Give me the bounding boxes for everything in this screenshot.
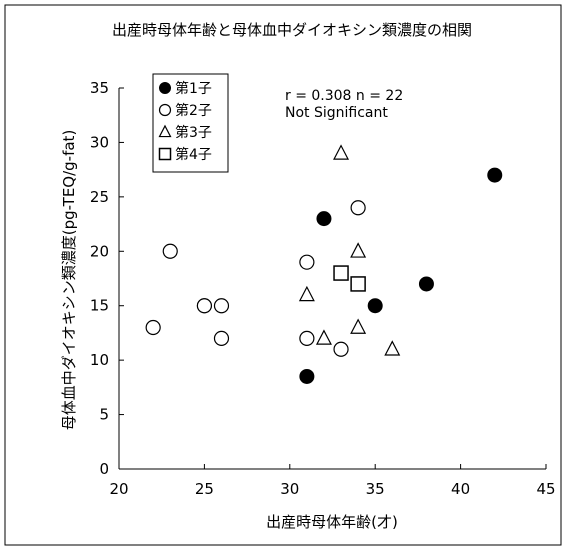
data-point: [299, 254, 315, 270]
x-tick-label: 30: [280, 480, 299, 498]
legend-item: 第3子: [158, 124, 212, 141]
y-tick-label: 35: [90, 79, 109, 97]
data-point: [299, 368, 315, 384]
data-point: [299, 330, 315, 346]
chart-border: [4, 4, 562, 546]
data-point: [298, 285, 315, 302]
y-axis-label: 母体血中ダイオキシン類濃度(pg-TEQ/g-fat): [60, 130, 78, 431]
data-point: [350, 276, 366, 292]
x-tick-label: 35: [366, 480, 385, 498]
y-tick-label: 0: [99, 460, 109, 478]
data-points: [145, 144, 503, 384]
legend-marker: [158, 147, 172, 161]
x-tick-label: 20: [109, 480, 128, 498]
y-tick-label: 5: [99, 406, 109, 424]
data-point: [350, 318, 367, 334]
data-point: [196, 298, 212, 314]
legend-item: 第4子: [158, 146, 212, 163]
data-point: [350, 242, 367, 258]
data-point: [487, 167, 503, 183]
annotation-stats: r = 0.308 n = 22: [285, 88, 403, 104]
legend-item: 第2子: [158, 102, 212, 119]
data-point: [418, 276, 434, 292]
data-point: [384, 340, 401, 356]
x-tick-label: 45: [536, 480, 555, 498]
x-tick-label: 25: [195, 480, 214, 498]
data-point: [213, 330, 230, 346]
y-tick-label: 25: [90, 188, 109, 206]
legend-item: 第1子: [159, 80, 212, 97]
annotation-significance: Not Significant: [285, 105, 388, 121]
data-point: [316, 211, 332, 227]
x-tick-label: 40: [451, 480, 470, 498]
x-axis-label: 出産時母体年齢(才): [266, 513, 398, 531]
axes: [118, 88, 546, 470]
data-point: [333, 144, 350, 160]
data-point: [333, 265, 349, 281]
legend-label: 第4子: [175, 146, 212, 163]
chart-title: 出産時母体年齢と母体血中ダイオキシン類濃度の相関: [112, 21, 472, 39]
data-point: [367, 298, 383, 314]
y-tick-label: 30: [90, 133, 109, 151]
data-point: [315, 329, 332, 345]
legend-label: 第2子: [175, 102, 212, 119]
legend-marker: [158, 124, 172, 138]
data-point: [333, 341, 349, 357]
legend-marker: [158, 103, 172, 117]
legend-marker: [159, 82, 171, 94]
data-point: [162, 243, 178, 259]
y-tick-label: 10: [90, 351, 109, 369]
axis-ticks: 20 25 30 35 40 45 0 5 10 15 20 25 30 35: [90, 79, 556, 498]
legend-label: 第1子: [175, 80, 212, 97]
data-point: [350, 200, 366, 216]
y-tick-label: 15: [90, 297, 109, 315]
y-tick-label: 20: [90, 242, 109, 260]
data-point: [213, 298, 230, 314]
data-point: [145, 319, 161, 336]
legend-label: 第3子: [175, 124, 212, 141]
